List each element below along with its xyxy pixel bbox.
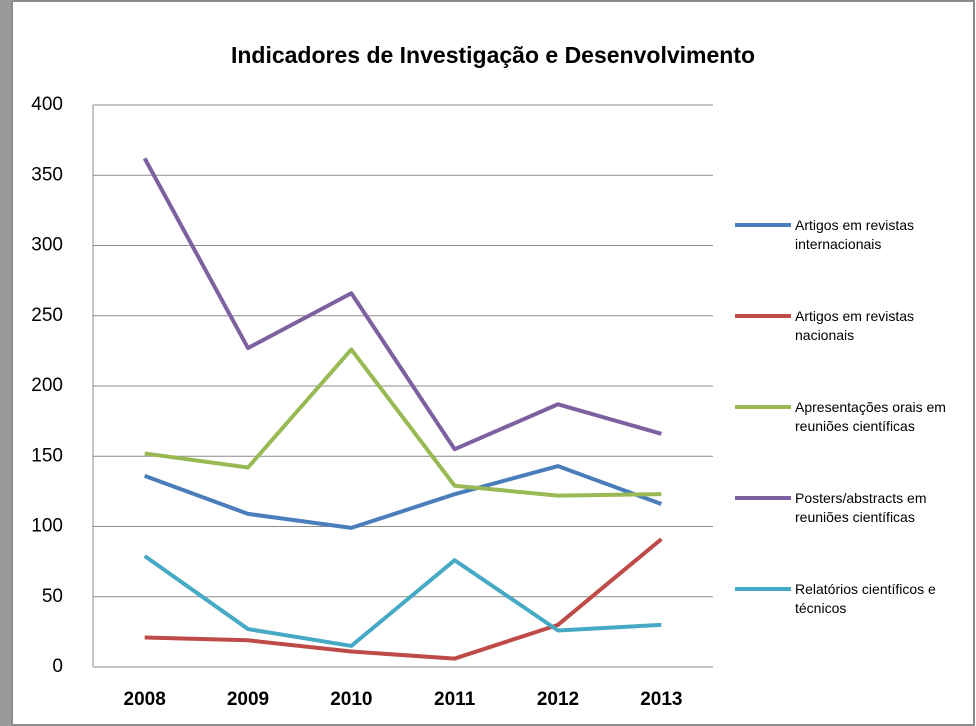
y-tick-label: 150: [31, 445, 63, 466]
legend-swatch: [735, 587, 791, 591]
legend-label: Posters/abstracts em reuniões científica…: [795, 490, 927, 525]
y-tick-label: 200: [31, 375, 63, 396]
chart-title: Indicadores de Investigação e Desenvolvi…: [231, 42, 755, 68]
series-line: [144, 537, 663, 661]
series-line: [142, 157, 662, 452]
legend-swatch: [735, 496, 791, 500]
series-line: [144, 347, 662, 498]
frame-border: [11, 0, 975, 726]
y-tick-label: 50: [42, 586, 63, 607]
x-tick-label: 2012: [537, 689, 579, 710]
legend-label: Relatórios científicos e técnicos: [795, 581, 936, 616]
x-tick-label: 2013: [640, 689, 682, 710]
series-line: [143, 554, 662, 648]
legend-swatch: [735, 405, 791, 409]
legend-label: Artigos em revistas nacionais: [795, 308, 915, 343]
x-tick-label: 2009: [227, 689, 269, 710]
y-tick-label: 300: [31, 235, 63, 256]
x-tick-label: 2010: [330, 689, 372, 710]
legend-label: Apresentações orais em reuniões científi…: [795, 399, 946, 434]
x-tick-label: 2011: [434, 689, 476, 710]
frame-edge: [0, 0, 12, 726]
legend-swatch: [735, 314, 791, 318]
y-tick-label: 250: [31, 305, 63, 326]
legend-label: Artigos em revistas internacionais: [795, 217, 915, 252]
y-tick-label: 0: [52, 656, 63, 677]
y-tick-label: 100: [31, 516, 63, 537]
y-tick-label: 400: [31, 94, 63, 115]
x-tick-label: 2008: [124, 689, 166, 710]
y-tick-label: 350: [31, 164, 63, 185]
legend-swatch: [735, 223, 791, 227]
series-line: [143, 464, 663, 530]
